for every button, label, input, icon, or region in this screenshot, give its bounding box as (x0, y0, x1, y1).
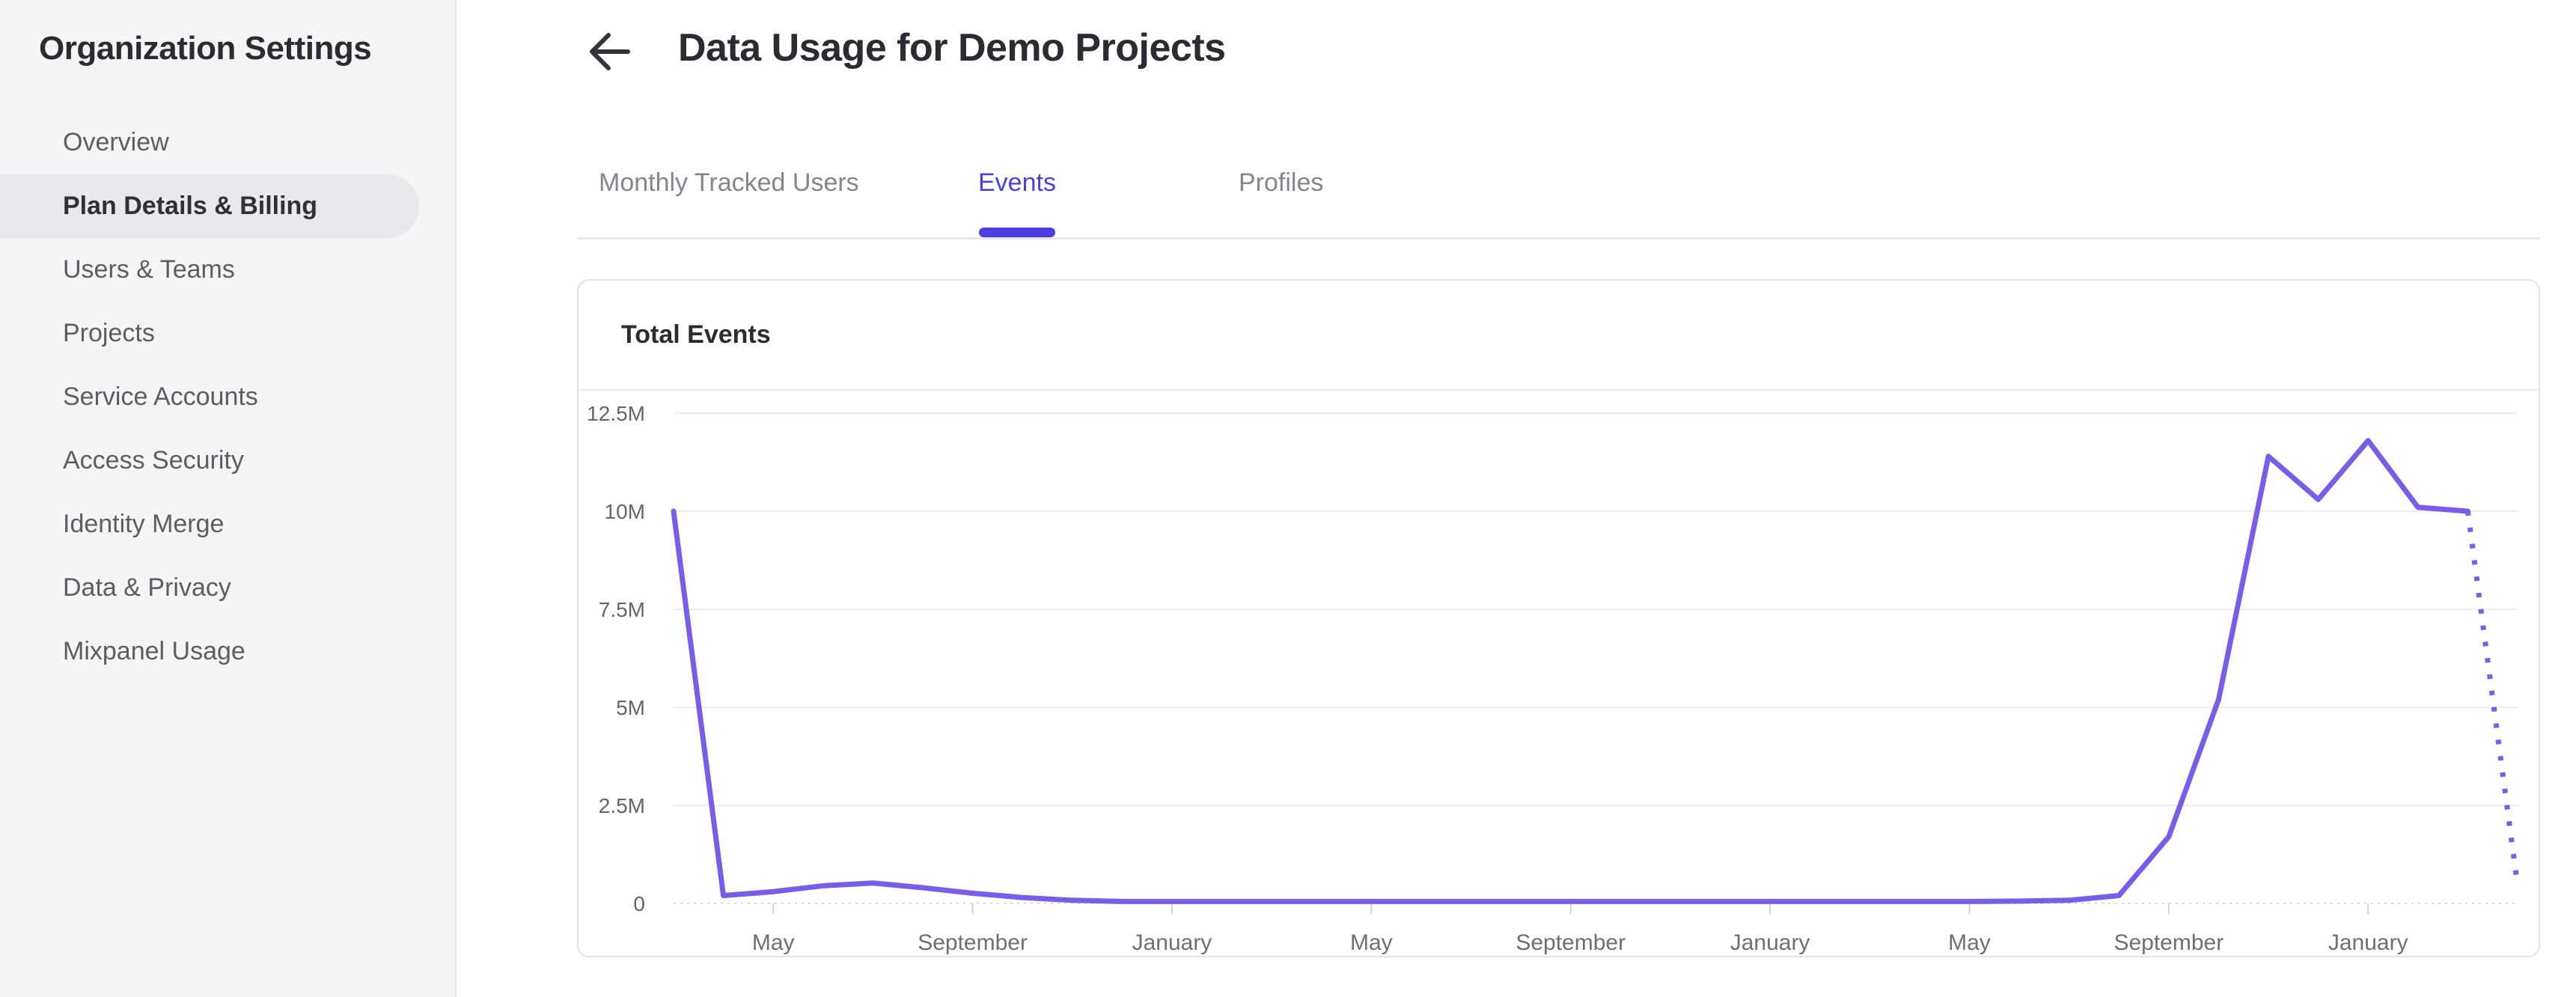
sidebar-item-identity-merge[interactable]: Identity Merge (63, 510, 225, 538)
x-axis-label: January (1730, 930, 1810, 954)
tabs-separator (577, 237, 2540, 240)
x-axis-label: May (1350, 930, 1393, 954)
tab-profiles[interactable]: Profiles (1239, 168, 1324, 197)
back-button[interactable] (585, 27, 635, 76)
card-header: Total Events (579, 281, 2539, 391)
sidebar-item-overview[interactable]: Overview (63, 128, 169, 156)
x-axis-label: May (1948, 930, 1991, 954)
x-axis-label: September (918, 930, 1028, 954)
card-title: Total Events (621, 320, 771, 349)
sidebar-item-plan-details-billing[interactable]: Plan Details & Billing (0, 174, 419, 238)
tab-monthly-tracked-users[interactable]: Monthly Tracked Users (599, 168, 859, 197)
y-axis-label: 0 (633, 892, 645, 915)
sidebar-item-access-security[interactable]: Access Security (63, 446, 244, 475)
sidebar-item-mixpanel-usage[interactable]: Mixpanel Usage (63, 637, 245, 665)
x-axis-label: May (752, 930, 795, 954)
x-axis-label: September (2113, 930, 2224, 954)
sidebar-item-projects[interactable]: Projects (63, 319, 155, 347)
active-tab-indicator (979, 228, 1055, 237)
x-axis-label: January (2328, 930, 2408, 954)
series-line-projected (2464, 510, 2521, 886)
sidebar: Organization Settings Overview Plan Deta… (0, 0, 457, 997)
x-axis-label: September (1516, 930, 1626, 954)
y-axis-label: 7.5M (599, 598, 645, 621)
y-axis-label: 12.5M (587, 402, 645, 425)
sidebar-item-service-accounts[interactable]: Service Accounts (63, 382, 258, 411)
y-axis-label: 10M (605, 500, 645, 523)
left-arrow-icon (590, 33, 630, 70)
sidebar-nav: Overview Plan Details & Billing Users & … (0, 111, 455, 683)
sidebar-title: Organization Settings (39, 30, 372, 67)
y-axis-label: 2.5M (599, 794, 645, 817)
main-content: Data Usage for Demo Projects Monthly Tra… (457, 0, 2576, 997)
sidebar-item-data-privacy[interactable]: Data & Privacy (63, 573, 231, 602)
y-axis-label: 5M (616, 696, 645, 719)
tab-events[interactable]: Events (978, 168, 1056, 197)
sidebar-item-users-teams[interactable]: Users & Teams (63, 255, 235, 284)
total-events-line-chart[interactable]: 12.5M 10M 7.5M 5M 2.5M 0 May September January Ma… (579, 389, 2539, 954)
x-axis-label: January (1132, 930, 1212, 954)
total-events-card: Total Events 12.5M 10M 7.5M 5M 2.5M 0 May Septe… (577, 279, 2540, 957)
page-title: Data Usage for Demo Projects (678, 26, 1226, 70)
series-line (671, 438, 2470, 904)
